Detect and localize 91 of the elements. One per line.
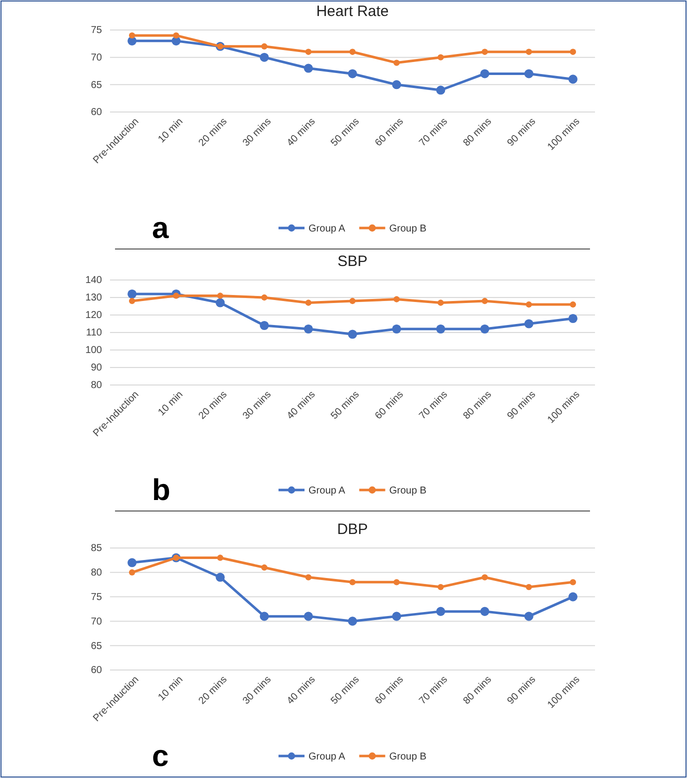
legend-label: Group A bbox=[308, 486, 346, 496]
y-tick-label: 90 bbox=[90, 362, 102, 374]
point bbox=[128, 558, 137, 568]
point bbox=[568, 314, 578, 324]
point bbox=[261, 564, 268, 571]
y-tick-label: 80 bbox=[90, 380, 102, 392]
y-tick-label: 120 bbox=[85, 310, 102, 322]
y-tick-label: 75 bbox=[90, 592, 102, 603]
y-tick-label: 65 bbox=[90, 80, 102, 91]
point bbox=[128, 298, 136, 304]
point bbox=[482, 298, 488, 304]
chart-title: SBP bbox=[337, 253, 368, 270]
x-tick-label: 10 min bbox=[156, 389, 186, 418]
text: a bbox=[152, 212, 169, 245]
point bbox=[217, 554, 224, 561]
point bbox=[482, 48, 488, 55]
legend-label: Group B bbox=[389, 486, 427, 496]
point bbox=[392, 80, 402, 90]
point bbox=[438, 584, 444, 590]
y-tick-label: 65 bbox=[90, 640, 102, 652]
y-tick-label: 70 bbox=[90, 52, 102, 64]
point bbox=[436, 86, 446, 95]
point bbox=[436, 324, 446, 334]
point bbox=[349, 579, 356, 586]
point bbox=[260, 320, 269, 330]
point bbox=[480, 324, 490, 334]
y-tick-label: 110 bbox=[86, 328, 102, 339]
point bbox=[348, 616, 358, 626]
point bbox=[260, 52, 269, 62]
point bbox=[524, 319, 534, 328]
text: c bbox=[152, 740, 169, 773]
x-tick-label: 10 min bbox=[156, 674, 186, 704]
point bbox=[524, 612, 534, 621]
y-tick-label: 85 bbox=[90, 543, 102, 554]
point bbox=[394, 579, 400, 586]
point bbox=[438, 54, 444, 60]
text: b bbox=[152, 474, 170, 507]
point bbox=[305, 300, 312, 306]
point bbox=[524, 69, 534, 78]
point bbox=[438, 300, 444, 306]
point bbox=[392, 324, 402, 334]
point bbox=[173, 292, 180, 299]
point bbox=[568, 592, 578, 602]
point bbox=[570, 301, 576, 308]
point bbox=[128, 289, 137, 299]
point bbox=[173, 32, 180, 39]
y-tick-label: 60 bbox=[90, 665, 102, 676]
point bbox=[304, 612, 313, 621]
point bbox=[394, 60, 400, 66]
point bbox=[570, 579, 576, 586]
y-tick-label: 70 bbox=[90, 616, 102, 628]
point bbox=[216, 572, 225, 582]
point bbox=[128, 32, 136, 39]
point bbox=[348, 330, 358, 339]
point bbox=[348, 69, 358, 78]
legend-label: Group B bbox=[389, 224, 427, 234]
chart-title: Heart Rate bbox=[316, 3, 389, 20]
point bbox=[570, 48, 576, 55]
point bbox=[305, 574, 312, 580]
point bbox=[304, 324, 313, 334]
point bbox=[217, 292, 224, 299]
point bbox=[261, 294, 268, 301]
y-tick-label: 140 bbox=[85, 275, 102, 286]
point bbox=[261, 43, 268, 50]
point bbox=[436, 606, 446, 616]
point bbox=[568, 74, 578, 84]
point bbox=[526, 48, 532, 55]
point bbox=[480, 69, 490, 78]
point bbox=[349, 298, 356, 304]
point bbox=[392, 612, 402, 621]
point bbox=[394, 296, 400, 302]
legend-label: Group A bbox=[308, 752, 346, 762]
point bbox=[480, 606, 490, 616]
y-tick-label: 80 bbox=[90, 568, 102, 579]
y-tick-label: 75 bbox=[90, 25, 102, 36]
point bbox=[482, 574, 488, 580]
point bbox=[526, 301, 532, 308]
chart-title: DBP bbox=[337, 521, 368, 538]
x-tick-label: 10 min bbox=[156, 116, 186, 146]
point bbox=[526, 584, 532, 590]
point bbox=[128, 569, 136, 576]
point bbox=[216, 298, 225, 308]
point bbox=[305, 48, 312, 55]
legend-label: Group B bbox=[389, 752, 427, 762]
y-tick-label: 130 bbox=[85, 292, 102, 304]
point bbox=[349, 48, 356, 55]
point bbox=[304, 64, 313, 73]
y-tick-label: 60 bbox=[90, 107, 102, 118]
legend-label: Group A bbox=[308, 224, 346, 234]
y-tick-label: 100 bbox=[85, 345, 102, 356]
point bbox=[260, 612, 269, 621]
